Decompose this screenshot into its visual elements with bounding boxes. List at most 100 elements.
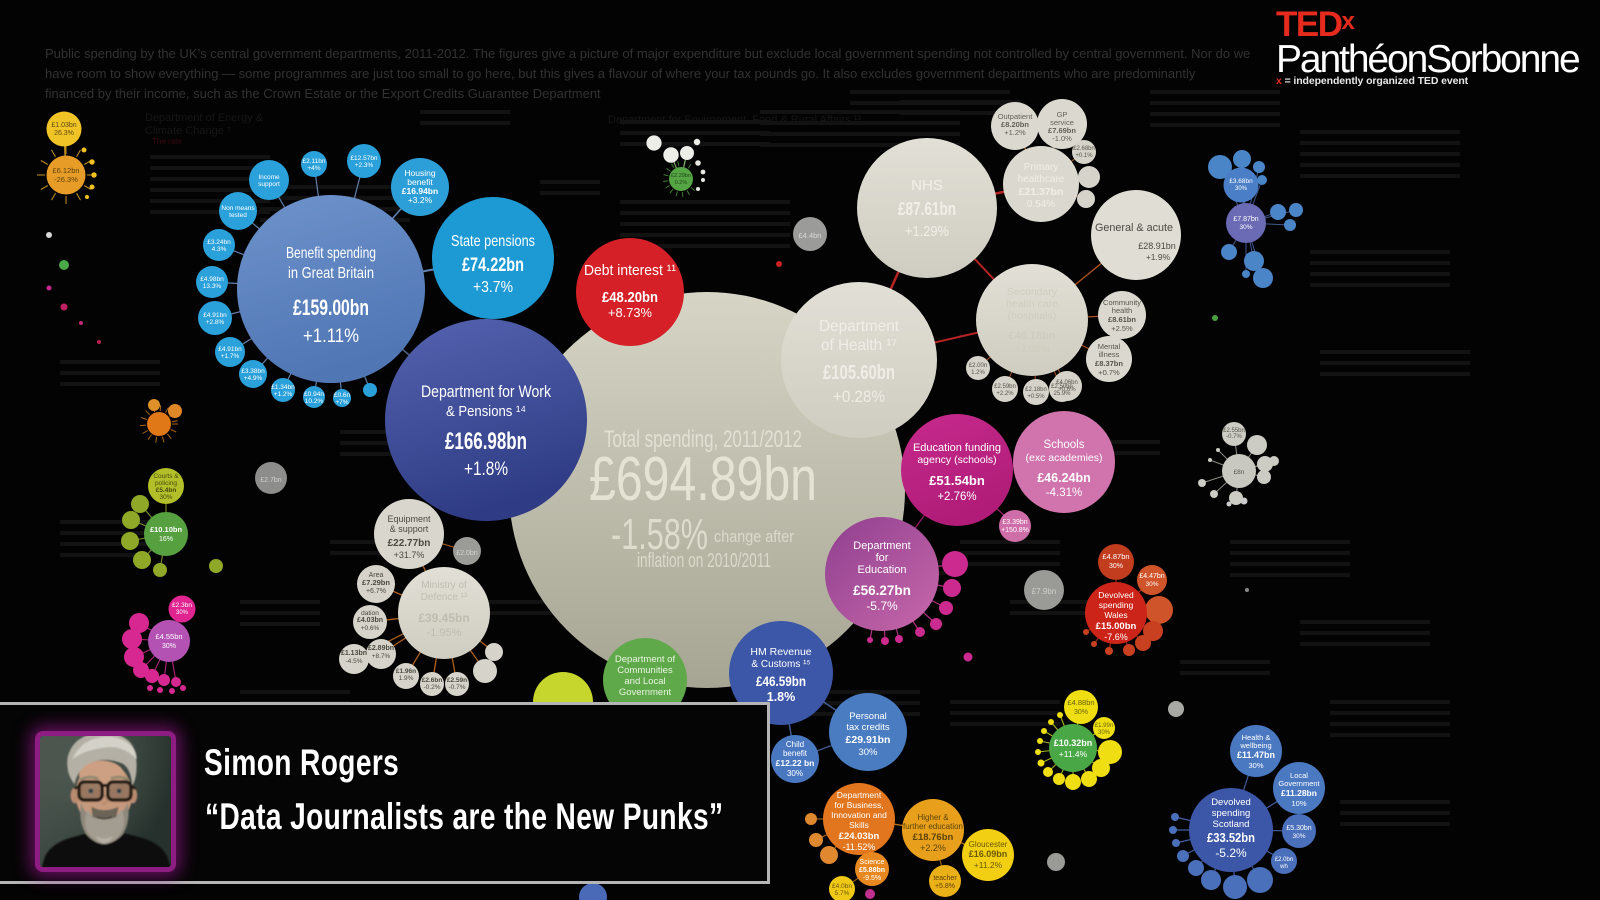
svg-text:£4.47bn: £4.47bn	[1139, 573, 1164, 580]
svg-text:+3.7%: +3.7%	[473, 279, 513, 296]
svg-text:£2.59n: £2.59n	[447, 677, 467, 684]
svg-text:-5.2%: -5.2%	[1215, 846, 1247, 860]
svg-text:Courts &: Courts &	[153, 473, 179, 480]
svg-text:Benefit spending: Benefit spending	[286, 245, 376, 262]
svg-text:10.2%: 10.2%	[305, 398, 324, 405]
svg-text:26.3%: 26.3%	[54, 130, 74, 137]
svg-text:HM Revenue: HM Revenue	[750, 646, 811, 658]
svg-text:0.2%: 0.2%	[675, 180, 688, 186]
svg-text:£8.37bn: £8.37bn	[1095, 359, 1123, 368]
svg-text:£46.59bn: £46.59bn	[756, 674, 806, 689]
svg-text:+1.2%: +1.2%	[1004, 128, 1026, 137]
svg-text:£46.24bn: £46.24bn	[1037, 471, 1091, 485]
svg-text:Department of: Department of	[615, 654, 676, 665]
svg-text:spending: spending	[1212, 808, 1251, 819]
svg-text:4.3%: 4.3%	[212, 246, 227, 253]
svg-text:Devolved: Devolved	[1211, 797, 1251, 808]
svg-text:£8n: £8n	[1234, 469, 1245, 476]
svg-text:wellbeing: wellbeing	[1239, 741, 1271, 750]
svg-text:Income: Income	[258, 174, 280, 181]
svg-text:£48.20bn: £48.20bn	[602, 290, 658, 306]
svg-text:tested: tested	[229, 212, 247, 219]
svg-text:Science: Science	[860, 859, 885, 866]
svg-text:£2.55bn: £2.55bn	[1223, 428, 1245, 434]
svg-text:£4.88bn: £4.88bn	[1067, 698, 1094, 707]
svg-text:£10.10bn: £10.10bn	[150, 525, 183, 534]
svg-text:Schools: Schools	[1044, 439, 1085, 451]
svg-text:£4.87bn: £4.87bn	[1102, 552, 1129, 561]
svg-text:teacher: teacher	[933, 875, 957, 882]
svg-text:£4.4bn: £4.4bn	[799, 231, 822, 240]
svg-text:£2.89bn: £2.89bn	[368, 645, 394, 652]
svg-text:Community: Community	[1103, 298, 1141, 307]
svg-text:Equipment: Equipment	[387, 514, 431, 524]
svg-text:+2.5%: +2.5%	[1111, 324, 1133, 333]
svg-text:£2.18bn: £2.18bn	[1025, 387, 1047, 393]
svg-text:30%: 30%	[176, 610, 189, 616]
svg-text:-7.6%: -7.6%	[1104, 632, 1128, 642]
svg-text:inflation on 2010/2011: inflation on 2010/2011	[637, 550, 771, 572]
svg-text:Department: Department	[853, 540, 910, 552]
svg-text:(exc academies): (exc academies)	[1025, 452, 1102, 464]
svg-text:and Local: and Local	[624, 676, 665, 687]
svg-text:£3.24bn: £3.24bn	[207, 239, 231, 246]
svg-text:+11.4%: +11.4%	[1059, 749, 1088, 759]
svg-text:Higher &: Higher &	[917, 813, 949, 822]
svg-text:Non means: Non means	[221, 205, 255, 212]
svg-text:1.2%: 1.2%	[971, 370, 985, 376]
svg-text:+3.2%: +3.2%	[408, 195, 433, 205]
svg-text:General & acute: General & acute	[1095, 222, 1173, 234]
svg-text:Devolved: Devolved	[1098, 590, 1134, 600]
svg-text:£3.68bn: £3.68bn	[1229, 178, 1253, 185]
svg-text:£11.28bn: £11.28bn	[1281, 788, 1317, 798]
svg-text:30%: 30%	[162, 643, 176, 650]
svg-text:£8.20bn: £8.20bn	[1001, 120, 1029, 129]
svg-text:£1.99n: £1.99n	[1095, 723, 1113, 729]
svg-text:support: support	[258, 181, 280, 188]
svg-text:+2.08%: +2.08%	[1015, 344, 1049, 355]
svg-text:£2.50bn: £2.50bn	[1051, 384, 1073, 390]
svg-text:+8.7%: +8.7%	[372, 653, 391, 660]
svg-text:£2.0bn: £2.0bn	[456, 550, 478, 557]
svg-text:+0.6%: +0.6%	[361, 625, 380, 632]
svg-text:-0.7%: -0.7%	[1226, 434, 1242, 440]
svg-text:30%: 30%	[1239, 224, 1252, 231]
svg-text:Total spending, 2011/2012: Total spending, 2011/2012	[604, 426, 802, 453]
svg-text:Department: Department	[837, 790, 882, 800]
svg-text:+4%: +4%	[307, 165, 320, 172]
svg-text:-1.58%: -1.58%	[611, 510, 708, 559]
svg-text:change after: change after	[714, 527, 794, 546]
svg-text:for: for	[876, 552, 889, 564]
svg-text:+0.28%: +0.28%	[833, 387, 885, 406]
svg-text:13.3%: 13.3%	[203, 283, 222, 290]
svg-text:£29.91bn: £29.91bn	[846, 734, 891, 746]
svg-text:£3.39bn: £3.39bn	[1002, 519, 1027, 526]
svg-text:30%: 30%	[858, 747, 878, 758]
svg-text:-1.95%: -1.95%	[427, 627, 462, 639]
svg-text:+2.2%: +2.2%	[996, 391, 1014, 397]
svg-text:£5.4bn: £5.4bn	[156, 487, 177, 494]
svg-text:30%: 30%	[787, 769, 803, 778]
svg-text:Government: Government	[619, 687, 672, 698]
svg-text:£15.00bn: £15.00bn	[1096, 621, 1137, 632]
svg-text:Secondary: Secondary	[1007, 286, 1058, 298]
svg-text:£1.34bn: £1.34bn	[271, 384, 295, 391]
svg-text:£7.87bn: £7.87bn	[1233, 216, 1258, 223]
svg-text:£2.0bn: £2.0bn	[1275, 857, 1293, 863]
svg-text:30%: 30%	[159, 494, 172, 501]
svg-text:-26.3%: -26.3%	[54, 175, 78, 184]
svg-text:Housing: Housing	[404, 168, 435, 178]
svg-text:£2.6bn: £2.6bn	[422, 677, 443, 684]
svg-text:£3.38bn: £3.38bn	[241, 368, 265, 375]
svg-text:+4.9%: +4.9%	[244, 375, 263, 382]
svg-text:+1.9%: +1.9%	[1146, 252, 1171, 262]
svg-text:£159.00bn: £159.00bn	[293, 295, 369, 320]
svg-text:Department: Department	[819, 318, 900, 335]
svg-text:& support: & support	[390, 524, 429, 534]
svg-text:+2.76%: +2.76%	[937, 491, 976, 503]
svg-text:£7.29bn: £7.29bn	[362, 578, 390, 587]
svg-text:£21.37bn: £21.37bn	[1019, 186, 1064, 198]
svg-text:£5.30bn: £5.30bn	[1286, 825, 1311, 832]
svg-text:+1.8%: +1.8%	[464, 459, 508, 480]
svg-text:-0.2%: -0.2%	[424, 684, 441, 691]
